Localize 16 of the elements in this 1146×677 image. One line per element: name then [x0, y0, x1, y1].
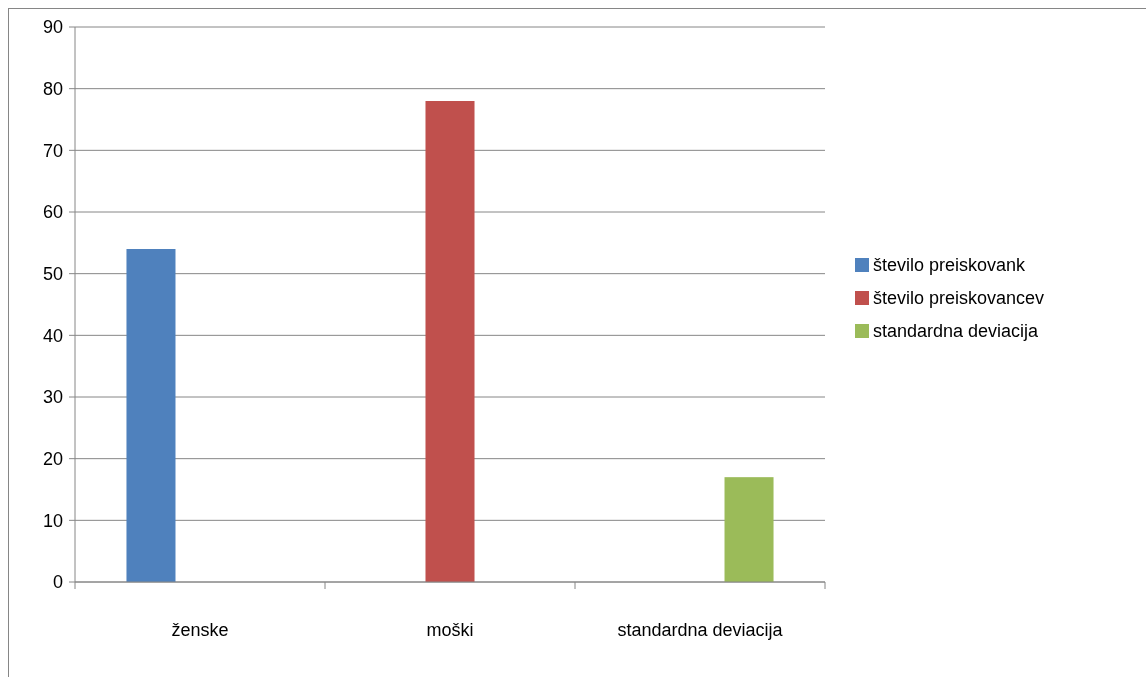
- x-tick-label: ženske: [171, 620, 229, 640]
- x-tick-label: moški: [426, 620, 474, 640]
- y-tick-label: 30: [42, 387, 63, 408]
- y-tick-label: 90: [42, 17, 63, 38]
- legend-label: število preiskovancev: [873, 288, 1045, 309]
- y-tick-label: 70: [42, 140, 63, 161]
- y-tick-label: 0: [52, 572, 63, 593]
- y-tick-label: 80: [42, 78, 63, 99]
- x-tick-label: standardna deviacija: [617, 620, 784, 640]
- y-tick-label: 50: [42, 263, 63, 284]
- legend-label: standardna deviacija: [873, 321, 1040, 342]
- y-tick-label: 20: [42, 448, 63, 469]
- legend-label: število preiskovank: [873, 255, 1027, 276]
- y-tick-label: 60: [42, 202, 63, 223]
- y-tick-label: 40: [42, 325, 63, 346]
- y-tick-label: 10: [42, 510, 63, 531]
